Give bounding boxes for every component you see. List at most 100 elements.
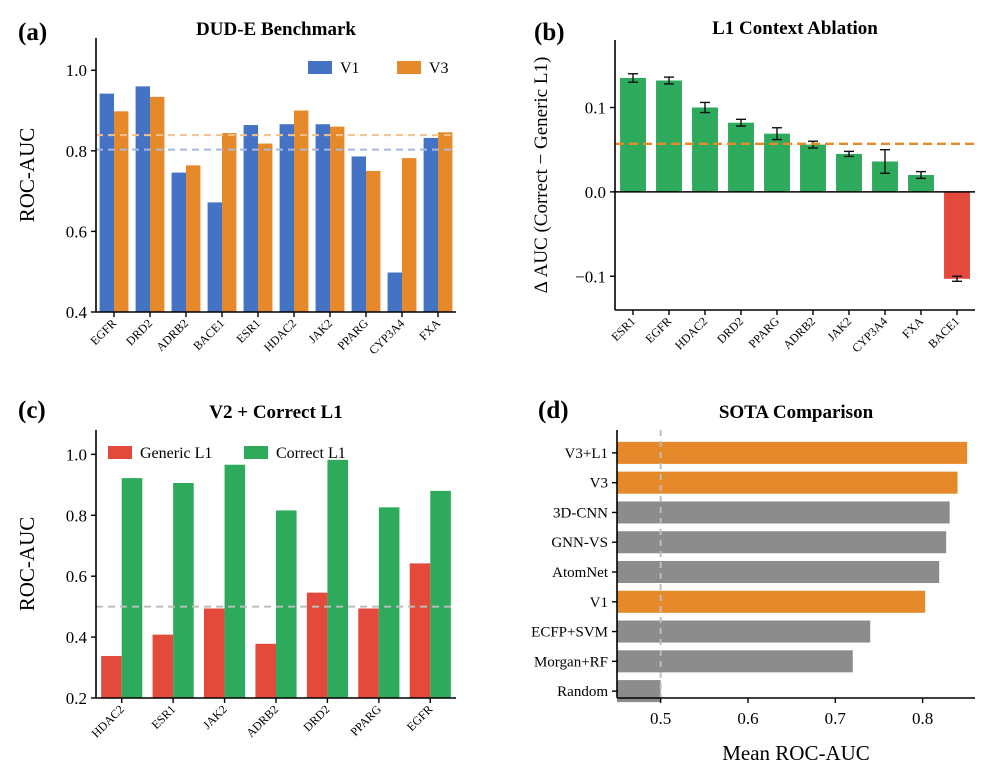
chart-title: SOTA Comparison <box>719 402 874 423</box>
bar <box>908 175 934 192</box>
x-tick-label: HDAC2 <box>261 316 299 354</box>
x-tick-label: CYP3A4 <box>366 316 407 357</box>
y-tick-label: 0.6 <box>66 567 87 586</box>
x-tick-label: PPARG <box>746 314 783 351</box>
bar-generic-l1 <box>409 563 431 698</box>
bar-v1 <box>387 272 402 312</box>
bar <box>620 77 646 192</box>
y-tick-label: AtomNet <box>552 565 609 581</box>
x-tick-label: 0.7 <box>825 709 847 728</box>
y-tick-label: V3+L1 <box>565 446 608 462</box>
bar <box>656 80 682 192</box>
x-tick-label: 0.8 <box>912 709 933 728</box>
legend-label: Generic L1 <box>140 445 212 462</box>
x-tick-label: BACE1 <box>925 314 962 351</box>
panel-3: V3+L1 V3 3D-CNN GNN-VS AtomNet V1 ECFP+SVM Morg… <box>531 397 975 765</box>
x-tick-label: HDAC2 <box>672 314 710 352</box>
chart-title: DUD-E Benchmark <box>196 19 356 40</box>
bar-v1 <box>423 137 438 312</box>
bar-correct-l1 <box>173 482 194 698</box>
y-tick-label: 0.2 <box>66 689 87 708</box>
bar <box>836 153 862 192</box>
y-tick-label: 0.0 <box>585 183 606 202</box>
bar-v1 <box>207 202 222 312</box>
x-tick-label: EGFR <box>643 314 675 346</box>
bar <box>617 590 926 613</box>
x-tick-label: DRD2 <box>714 314 746 346</box>
bar <box>617 531 947 554</box>
bar-correct-l1 <box>378 507 400 698</box>
x-tick-label: 0.5 <box>650 709 671 728</box>
x-tick-label: JAK2 <box>824 314 854 344</box>
legend-label: V3 <box>429 60 449 77</box>
bar-generic-l1 <box>255 643 276 698</box>
legend-label: Correct L1 <box>276 445 346 462</box>
x-tick-label: 0.6 <box>737 709 758 728</box>
x-tick-label: JAK2 <box>200 702 230 732</box>
y-tick-label: 0.8 <box>66 506 87 525</box>
y-tick-label: Random <box>557 684 608 700</box>
x-tick-label: ESR1 <box>149 702 179 732</box>
x-axis-label: Mean ROC-AUC <box>722 741 870 765</box>
bar <box>617 501 950 524</box>
bar-v1 <box>135 86 150 313</box>
legend-swatch <box>244 446 268 459</box>
legend-swatch <box>397 61 421 74</box>
chart-title: V2 + Correct L1 <box>209 402 342 423</box>
panel-label: (c) <box>18 397 46 424</box>
legend-swatch <box>308 61 332 74</box>
x-tick-label: BACE1 <box>190 316 227 353</box>
y-tick-label: 0.8 <box>66 142 87 161</box>
x-tick-label: HDAC2 <box>89 702 127 740</box>
bar <box>800 144 826 192</box>
bar-generic-l1 <box>152 634 174 698</box>
panel-label: (d) <box>538 397 569 424</box>
x-tick-label: FXA <box>416 316 443 343</box>
bar <box>728 122 754 192</box>
legend-swatch <box>108 446 132 459</box>
bar <box>617 650 853 673</box>
bar-v3 <box>186 165 201 312</box>
x-tick-label: ADRB2 <box>243 702 281 740</box>
y-tick-label: 0.1 <box>585 99 606 118</box>
panel-2: 0.2 0.4 0.6 0.8 1.0 ROC-AUC HDAC2 ESR1 JAK2 ADRB2… <box>15 397 456 740</box>
bar <box>617 560 940 584</box>
y-tick-label: 3D-CNN <box>553 505 608 521</box>
bar-v3 <box>366 170 381 312</box>
bar <box>617 441 968 464</box>
bar-generic-l1 <box>306 592 328 698</box>
bar-generic-l1 <box>101 655 122 698</box>
x-tick-label: DRD2 <box>123 316 155 348</box>
x-tick-label: EGFR <box>88 316 120 348</box>
y-axis-label: ROC-AUC <box>15 128 39 223</box>
bar-v3 <box>402 158 417 312</box>
x-tick-label: ESR1 <box>608 314 638 344</box>
x-tick-label: ESR1 <box>233 316 263 346</box>
panel-label: (b) <box>534 19 565 46</box>
bar-v3 <box>294 110 309 312</box>
x-tick-label: DRD2 <box>300 702 332 734</box>
y-tick-label: 1.0 <box>66 61 87 80</box>
bar-v1 <box>243 125 258 312</box>
bar-generic-l1 <box>204 608 225 698</box>
panel-label: (a) <box>18 19 47 46</box>
bar <box>617 471 958 494</box>
y-tick-label: Morgan+RF <box>534 654 608 670</box>
bar <box>764 133 790 192</box>
bar-v1 <box>279 124 294 313</box>
chart-title: L1 Context Ablation <box>712 18 878 39</box>
y-tick-label: V1 <box>590 595 608 611</box>
panel-1: −0.1 0.0 0.1 Δ AUC (Correct − Generic L1) ES… <box>531 18 975 355</box>
bar-v3 <box>258 143 273 312</box>
bar-correct-l1 <box>430 490 451 698</box>
bar-correct-l1 <box>224 464 246 698</box>
y-tick-label: 0.4 <box>66 628 88 647</box>
bar-v3 <box>150 96 165 313</box>
y-tick-label: V3 <box>590 476 608 492</box>
y-tick-label: ECFP+SVM <box>531 625 608 641</box>
bar-v1 <box>351 156 366 312</box>
bar <box>617 680 661 703</box>
x-tick-label: PPARG <box>347 702 384 739</box>
